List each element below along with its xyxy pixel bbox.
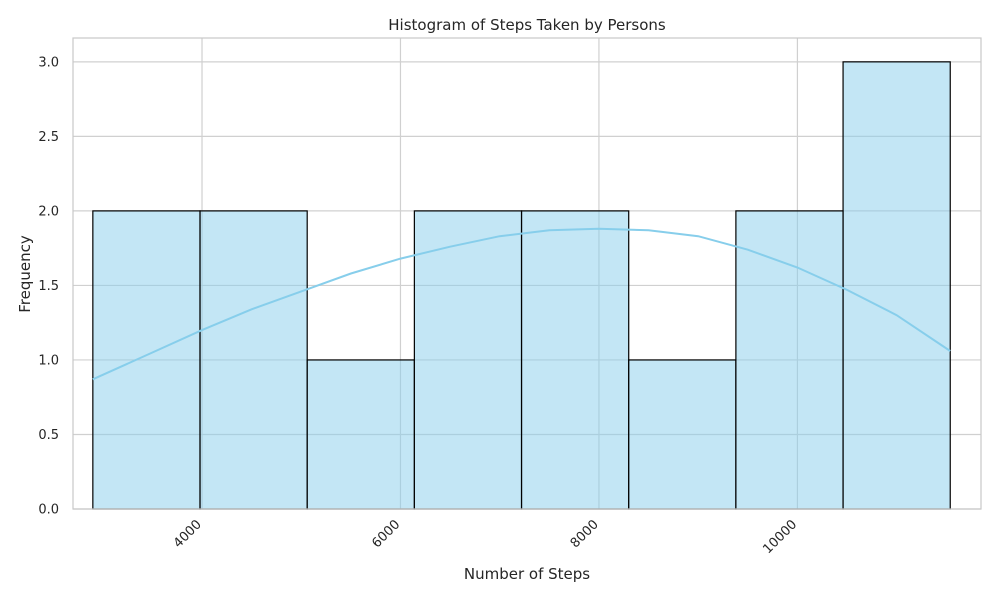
chart-title: Histogram of Steps Taken by Persons — [388, 16, 666, 34]
y-tick-label: 1.5 — [38, 279, 59, 294]
y-tick-labels: 0.0 0.5 1.0 1.5 2.0 2.5 3.0 — [38, 55, 59, 517]
histogram-bars — [92, 61, 951, 510]
x-tick-label: 8000 — [568, 517, 602, 551]
x-tick-label: 10000 — [760, 517, 800, 557]
x-tick-label: 4000 — [171, 517, 205, 551]
histogram-bar — [520, 210, 630, 510]
histogram-bar — [92, 210, 201, 510]
y-tick-label: 3.0 — [38, 55, 59, 70]
x-tick-labels: 4000 6000 8000 10000 — [171, 517, 800, 557]
y-axis-label: Frequency — [16, 235, 34, 313]
histogram-bar — [628, 359, 737, 510]
y-tick-label: 1.0 — [38, 353, 59, 368]
y-tick-label: 2.5 — [38, 130, 59, 145]
y-tick-label: 0.5 — [38, 428, 59, 443]
histogram-bar — [306, 359, 415, 510]
x-tick-label: 6000 — [369, 517, 403, 551]
x-axis-label: Number of Steps — [464, 565, 590, 583]
histogram-bar — [199, 210, 308, 510]
histogram-bar — [413, 210, 523, 510]
histogram-bar — [735, 210, 844, 510]
plot-frame — [72, 37, 982, 510]
kde-curve-layer — [92, 227, 951, 381]
histogram-bar — [842, 61, 951, 510]
kde-curve — [92, 227, 951, 381]
y-tick-label: 0.0 — [38, 503, 59, 518]
y-tick-label: 2.0 — [38, 204, 59, 219]
